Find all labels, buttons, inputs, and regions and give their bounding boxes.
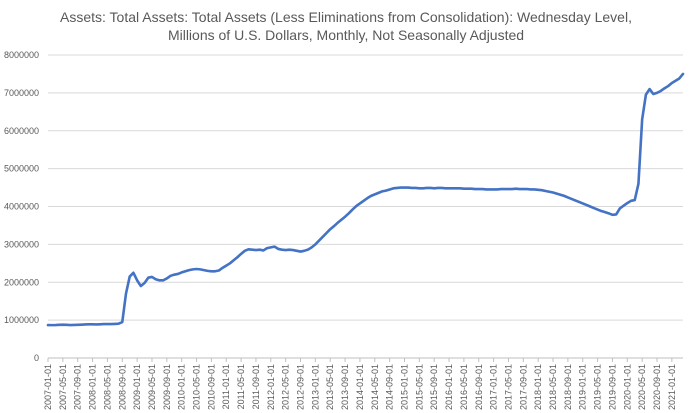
x-tick-label: 2017-09-01: [518, 364, 528, 410]
x-tick-label: 2020-09-01: [652, 364, 662, 410]
x-tick-label: 2016-05-01: [459, 364, 469, 410]
x-tick-label: 2009-09-01: [162, 364, 172, 410]
x-tick-label: 2016-01-01: [444, 364, 454, 410]
x-tick-label: 2010-05-01: [192, 364, 202, 410]
x-tick-label: 2008-09-01: [117, 364, 127, 410]
chart-title-line-2: Millions of U.S. Dollars, Monthly, Not S…: [168, 27, 524, 43]
gridlines: [48, 54, 683, 321]
x-tick-label: 2012-01-01: [266, 364, 276, 410]
y-tick-label: 8000000: [4, 50, 39, 60]
y-tick-label: 0: [34, 353, 39, 363]
y-tick-label: 5000000: [4, 164, 39, 174]
chart-title-line-1: Assets: Total Assets: Total Assets (Less…: [60, 9, 632, 25]
x-tick-label: 2016-09-01: [474, 364, 484, 410]
x-tick-label: 2014-09-01: [385, 364, 395, 410]
series-layer: [46, 72, 685, 327]
x-tick-label: 2017-01-01: [489, 364, 499, 410]
x-tick-label: 2010-09-01: [206, 364, 216, 410]
x-tick-label: 2013-05-01: [325, 364, 335, 410]
x-tick-label: 2007-05-01: [58, 364, 68, 410]
y-tick-label: 4000000: [4, 202, 39, 212]
x-tick-label: 2020-05-01: [637, 364, 647, 410]
x-tick-label: 2020-01-01: [622, 364, 632, 410]
x-tick-label: 2018-09-01: [563, 364, 573, 410]
x-tick-label: 2012-05-01: [281, 364, 291, 410]
x-tick-label: 2019-01-01: [578, 364, 588, 410]
x-tick-label: 2018-01-01: [533, 364, 543, 410]
x-tick-label: 2009-01-01: [132, 364, 142, 410]
x-tick-label: 2015-05-01: [414, 364, 424, 410]
y-axis: 0 1000000 2000000 3000000 4000000 5000000 6000…: [4, 50, 39, 363]
x-axis: 2007-01-01 2007-05-01 2007-09-01 2008-01-01…: [43, 358, 677, 410]
x-tick-label: 2018-05-01: [548, 364, 558, 410]
x-tick-label: 2007-01-01: [43, 364, 53, 410]
x-tick-label: 2019-09-01: [607, 364, 617, 410]
x-tick-label: 2012-09-01: [296, 364, 306, 410]
y-tick-label: 1000000: [4, 315, 39, 325]
x-tick-label: 2021-01-01: [667, 364, 677, 410]
x-tick-label: 2019-05-01: [593, 364, 603, 410]
x-tick-label: 2013-09-01: [340, 364, 350, 410]
y-tick-label: 7000000: [4, 88, 39, 98]
y-tick-label: 2000000: [4, 277, 39, 287]
x-tick-label: 2015-09-01: [429, 364, 439, 410]
x-tick-label: 2007-09-01: [73, 364, 83, 410]
x-tick-label: 2015-01-01: [399, 364, 409, 410]
y-tick-label: 6000000: [4, 126, 39, 136]
x-tick-label: 2008-01-01: [88, 364, 98, 410]
x-tick-label: 2013-01-01: [310, 364, 320, 410]
y-tick-label: 3000000: [4, 239, 39, 249]
x-tick-label: 2011-01-01: [221, 364, 231, 409]
x-tick-label: 2011-05-01: [236, 364, 246, 409]
x-tick-label: 2009-05-01: [147, 364, 157, 410]
x-tick-label: 2010-01-01: [177, 364, 187, 410]
x-tick-label: 2008-05-01: [102, 364, 112, 410]
x-tick-label: 2014-01-01: [355, 364, 365, 410]
series-line-total-assets: [46, 72, 685, 327]
x-tick-label: 2011-09-01: [251, 364, 261, 409]
x-tick-label: 2014-05-01: [370, 364, 380, 410]
x-tick-label: 2017-05-01: [503, 364, 513, 410]
